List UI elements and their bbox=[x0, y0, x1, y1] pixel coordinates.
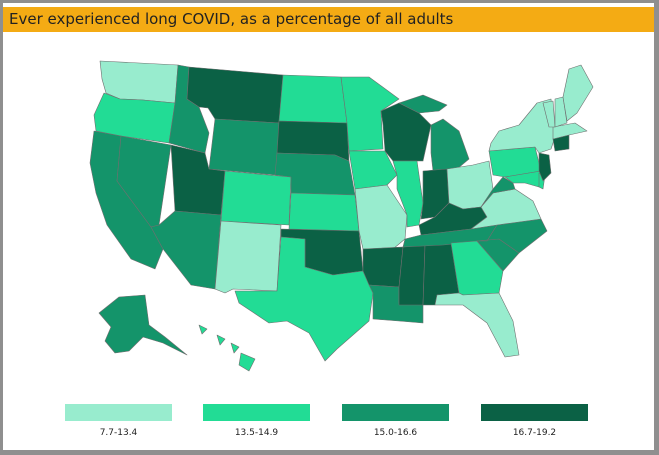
legend-label-0: 7.7-13.4 bbox=[99, 428, 138, 438]
state-HI[interactable] bbox=[198, 324, 256, 372]
state-AK[interactable] bbox=[98, 294, 188, 356]
state-IA[interactable] bbox=[348, 150, 398, 190]
chart-title: Ever experienced long COVID, as a percen… bbox=[9, 10, 454, 28]
legend-label-3: 16.7-19.2 bbox=[512, 428, 557, 438]
state-MA[interactable] bbox=[552, 122, 588, 140]
us-map[interactable] bbox=[3, 3, 654, 398]
legend-swatch-1 bbox=[203, 404, 310, 421]
state-WY[interactable] bbox=[208, 118, 280, 176]
state-TX[interactable] bbox=[234, 236, 374, 362]
state-MI[interactable] bbox=[398, 94, 470, 172]
state-MD[interactable] bbox=[504, 170, 542, 188]
legend-label-2: 15.0-16.6 bbox=[373, 428, 418, 438]
states-layer bbox=[89, 60, 594, 372]
state-KS[interactable] bbox=[288, 192, 360, 232]
state-AZ[interactable] bbox=[150, 210, 222, 290]
chart-card: Ever experienced long COVID, as a percen… bbox=[3, 3, 654, 450]
legend-label-1: 13.5-14.9 bbox=[234, 428, 279, 438]
state-MN[interactable] bbox=[340, 76, 400, 152]
state-MS[interactable] bbox=[398, 244, 426, 306]
legend-swatch-0 bbox=[65, 404, 172, 421]
state-ME[interactable] bbox=[562, 64, 594, 122]
state-NM[interactable] bbox=[214, 220, 282, 294]
title-bar: Ever experienced long COVID, as a percen… bbox=[3, 7, 654, 32]
state-MO[interactable] bbox=[354, 184, 408, 250]
state-ND[interactable] bbox=[278, 74, 348, 124]
legend-swatch-2 bbox=[342, 404, 449, 421]
legend-swatch-3 bbox=[481, 404, 588, 421]
state-FL[interactable] bbox=[434, 292, 520, 358]
state-CO[interactable] bbox=[220, 170, 292, 226]
state-NJ[interactable] bbox=[538, 152, 552, 182]
state-AR[interactable] bbox=[362, 246, 404, 288]
state-IL[interactable] bbox=[392, 160, 424, 228]
